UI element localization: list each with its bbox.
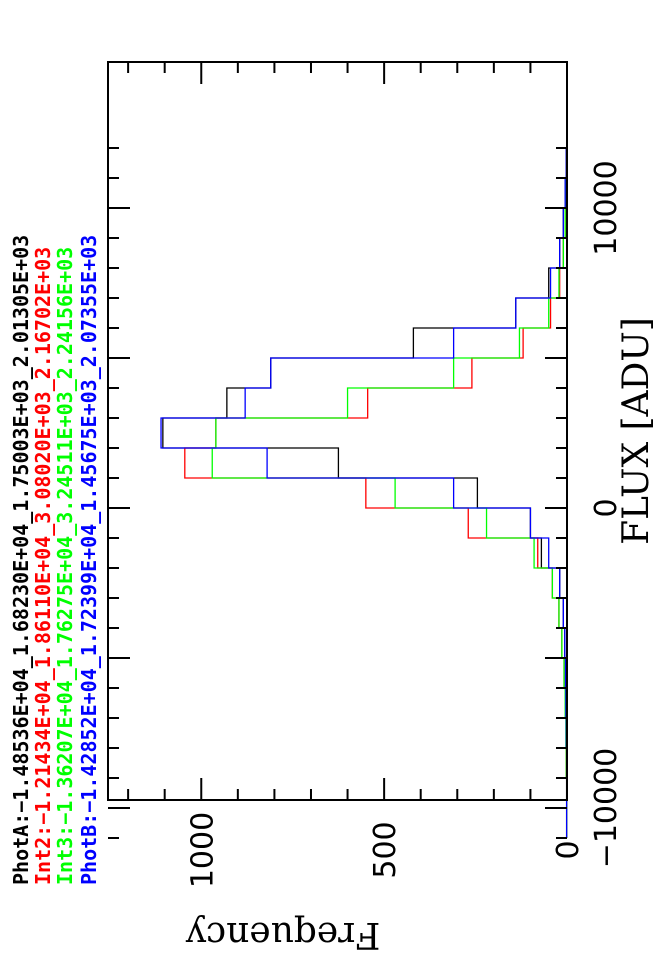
legend-series-label: PhotA: bbox=[9, 813, 33, 885]
series-photb bbox=[160, 147, 568, 839]
legend-series-label: PhotB: bbox=[77, 813, 101, 885]
x-tick-label: 0 bbox=[589, 498, 624, 517]
legend-series-stats: −1.42852E+04_1.72399E+04_1.45675E+03_2.0… bbox=[77, 235, 101, 813]
series-layer bbox=[160, 147, 568, 839]
series-int3 bbox=[211, 147, 568, 839]
x-axis-title: FLUX [ADU] bbox=[616, 317, 654, 545]
series-int2 bbox=[184, 147, 568, 839]
legend-series-stats: −1.48536E+04_1.68230E+04_1.75003E+03_2.0… bbox=[9, 235, 33, 813]
legend: PhotA:−1.48536E+04_1.68230E+04_1.75003E+… bbox=[9, 235, 101, 885]
x-tick-label: −10000 bbox=[589, 748, 624, 869]
legend-series-stats: −1.36207E+04_1.76275E+04_3.24511E+03_2.2… bbox=[53, 247, 77, 825]
legend-entry: PhotB:−1.42852E+04_1.72399E+04_1.45675E+… bbox=[77, 235, 101, 885]
y-axis-title: Frequency bbox=[185, 914, 380, 955]
legend-series-label: Int2: bbox=[31, 825, 55, 885]
legend-series-stats: −1.21434E+04_1.86110E+04_3.08020E+03_2.1… bbox=[31, 247, 55, 825]
legend-series-label: Int3: bbox=[53, 825, 77, 885]
series-phota bbox=[162, 147, 568, 839]
legend-entry: Int3:−1.36207E+04_1.76275E+04_3.24511E+0… bbox=[53, 247, 77, 885]
y-tick-label: 0 bbox=[551, 840, 586, 859]
plot-frame bbox=[107, 61, 568, 801]
y-tick-label: 500 bbox=[368, 821, 403, 878]
y-tick-label: 1000 bbox=[185, 812, 220, 888]
legend-entry: PhotA:−1.48536E+04_1.68230E+04_1.75003E+… bbox=[9, 235, 33, 885]
legend-entry: Int2:−1.21434E+04_1.86110E+04_3.08020E+0… bbox=[31, 247, 55, 885]
x-tick-label: 10000 bbox=[589, 160, 624, 255]
